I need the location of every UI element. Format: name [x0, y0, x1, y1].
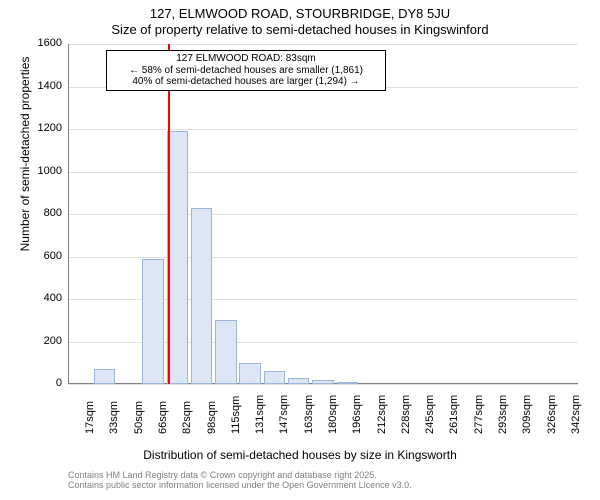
x-tick-label: 33sqm — [108, 401, 120, 434]
credits-text: Contains HM Land Registry data © Crown c… — [68, 470, 412, 491]
y-tick-label: 1200 — [24, 122, 62, 134]
histogram-bar — [191, 208, 212, 384]
callout-line: ← 58% of semi-detached houses are smalle… — [111, 65, 381, 77]
grid-line — [68, 129, 578, 130]
histogram-bar — [239, 363, 260, 384]
x-tick-label: 196sqm — [351, 395, 363, 434]
histogram-bar — [288, 378, 309, 384]
x-tick-label: 261sqm — [448, 395, 460, 434]
credits-line: Contains HM Land Registry data © Crown c… — [68, 470, 412, 480]
y-tick-label: 800 — [24, 207, 62, 219]
x-tick-label: 245sqm — [424, 395, 436, 434]
histogram-bar — [94, 369, 115, 384]
callout-line: 127 ELMWOOD ROAD: 83sqm — [111, 53, 381, 65]
chart-title: 127, ELMWOOD ROAD, STOURBRIDGE, DY8 5JU — [0, 6, 600, 21]
grid-line — [68, 214, 578, 215]
x-tick-label: 82sqm — [181, 401, 193, 434]
x-tick-label: 50sqm — [133, 401, 145, 434]
histogram-bar — [142, 259, 163, 384]
x-tick-label: 17sqm — [84, 401, 96, 434]
grid-line — [68, 257, 578, 258]
x-tick-label: 228sqm — [400, 395, 412, 434]
y-tick-label: 0 — [24, 377, 62, 389]
chart-subtitle: Size of property relative to semi-detach… — [0, 22, 600, 37]
x-tick-label: 342sqm — [570, 395, 582, 434]
callout-box: 127 ELMWOOD ROAD: 83sqm← 58% of semi-det… — [106, 50, 386, 91]
x-tick-label: 277sqm — [473, 395, 485, 434]
x-tick-label: 115sqm — [230, 396, 242, 434]
y-axis-line — [68, 44, 69, 384]
x-tick-label: 293sqm — [497, 395, 509, 434]
y-tick-label: 1600 — [24, 37, 62, 49]
callout-line: 40% of semi-detached houses are larger (… — [111, 76, 381, 88]
x-tick-label: 180sqm — [327, 395, 339, 434]
x-tick-label: 212sqm — [376, 395, 388, 434]
y-tick-label: 1400 — [24, 80, 62, 92]
y-tick-label: 400 — [24, 292, 62, 304]
x-tick-label: 309sqm — [521, 395, 533, 434]
credits-line: Contains public sector information licen… — [68, 480, 412, 490]
x-tick-label: 98sqm — [206, 401, 218, 434]
x-tick-label: 163sqm — [303, 395, 315, 434]
x-tick-label: 66sqm — [157, 401, 169, 434]
x-tick-label: 131sqm — [254, 395, 266, 434]
y-tick-label: 600 — [24, 250, 62, 262]
histogram-bar — [264, 371, 285, 384]
x-tick-label: 326sqm — [546, 395, 558, 434]
plot-area — [68, 44, 578, 384]
histogram-bar — [215, 320, 236, 384]
reference-line — [168, 44, 170, 384]
grid-line — [68, 384, 578, 385]
grid-line — [68, 44, 578, 45]
x-tick-label: 147sqm — [278, 395, 290, 434]
y-tick-label: 1000 — [24, 165, 62, 177]
x-axis-label: Distribution of semi-detached houses by … — [0, 448, 600, 462]
grid-line — [68, 172, 578, 173]
y-tick-label: 200 — [24, 335, 62, 347]
histogram-bar — [337, 382, 358, 384]
histogram-bar — [312, 380, 333, 384]
